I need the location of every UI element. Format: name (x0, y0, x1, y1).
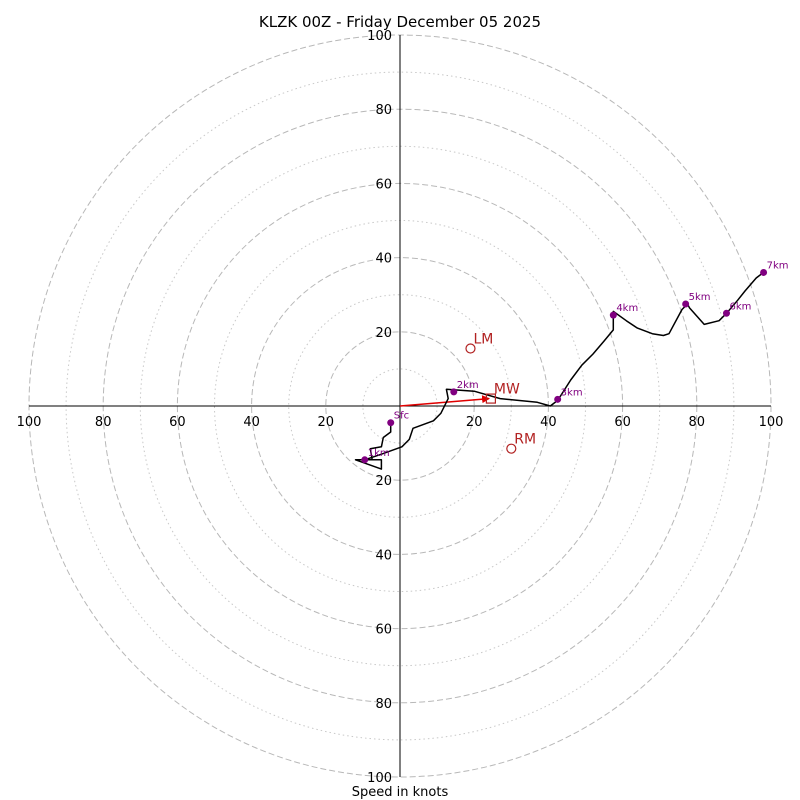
chart-title: KLZK 00Z - Friday December 05 2025 (259, 13, 541, 31)
x-axis-caption: Speed in knots (352, 785, 449, 800)
height-marker-2km (450, 388, 458, 396)
y-tick-label: 20 (375, 474, 392, 489)
x-tick-label: 60 (169, 415, 186, 430)
x-tick-label: 80 (95, 415, 112, 430)
height-label-5km: 5km (689, 292, 711, 303)
height-label-6km: 6km (729, 301, 751, 312)
y-tick-label: 20 (375, 326, 392, 341)
storm-motions: LM RM MW (465, 331, 536, 454)
height-markers: Sfc 1km 2km 3km 4km 5km 6km 7km (361, 260, 789, 464)
y-tick-label: 40 (375, 252, 392, 267)
tick-labels: 20 20 20 20 40 40 40 40 60 60 60 60 80 80 80 80 100 100 10… (17, 29, 784, 786)
y-tick-label: 40 (375, 548, 392, 563)
y-tick-label: 100 (367, 771, 392, 786)
storm-motion-rm-marker (506, 443, 517, 454)
x-tick-label: 40 (540, 415, 557, 430)
mean-wind-arrow-line (399, 395, 491, 407)
height-label-7km: 7km (767, 260, 789, 271)
hodograph-trace (354, 271, 765, 470)
y-tick-label: 60 (375, 177, 392, 192)
height-label-sfc: Sfc (394, 411, 409, 422)
storm-motion-mw-marker (485, 393, 496, 404)
storm-motion-lm-marker (465, 343, 476, 354)
height-marker-6km (722, 309, 730, 317)
mean-wind-arrow (399, 395, 491, 407)
storm-motion-mw-label: MW (494, 382, 520, 398)
x-tick-label: 60 (614, 415, 631, 430)
x-tick-label: 40 (243, 415, 260, 430)
storm-motion-rm-label: RM (514, 432, 536, 448)
height-label-4km: 4km (616, 303, 638, 314)
x-tick-label: 20 (466, 415, 483, 430)
x-tick-label: 100 (17, 415, 42, 430)
height-label-2km: 2km (457, 380, 479, 391)
y-tick-label: 80 (375, 697, 392, 712)
x-tick-label: 80 (689, 415, 706, 430)
x-tick-label: 20 (318, 415, 335, 430)
height-label-1km: 1km (368, 448, 390, 459)
y-tick-label: 60 (375, 623, 392, 638)
wind-profile (354, 271, 765, 470)
height-marker-3km (554, 395, 562, 403)
height-marker-7km (760, 268, 768, 276)
height-label-3km: 3km (561, 387, 583, 398)
height-marker-4km (609, 311, 617, 319)
y-tick-label: 80 (375, 103, 392, 118)
height-marker-5km (682, 300, 690, 308)
storm-motion-lm-label: LM (473, 331, 493, 347)
height-marker-sfc (387, 419, 395, 427)
height-marker-1km (361, 456, 369, 464)
y-tick-label: 100 (367, 29, 392, 44)
x-tick-label: 100 (759, 415, 784, 430)
